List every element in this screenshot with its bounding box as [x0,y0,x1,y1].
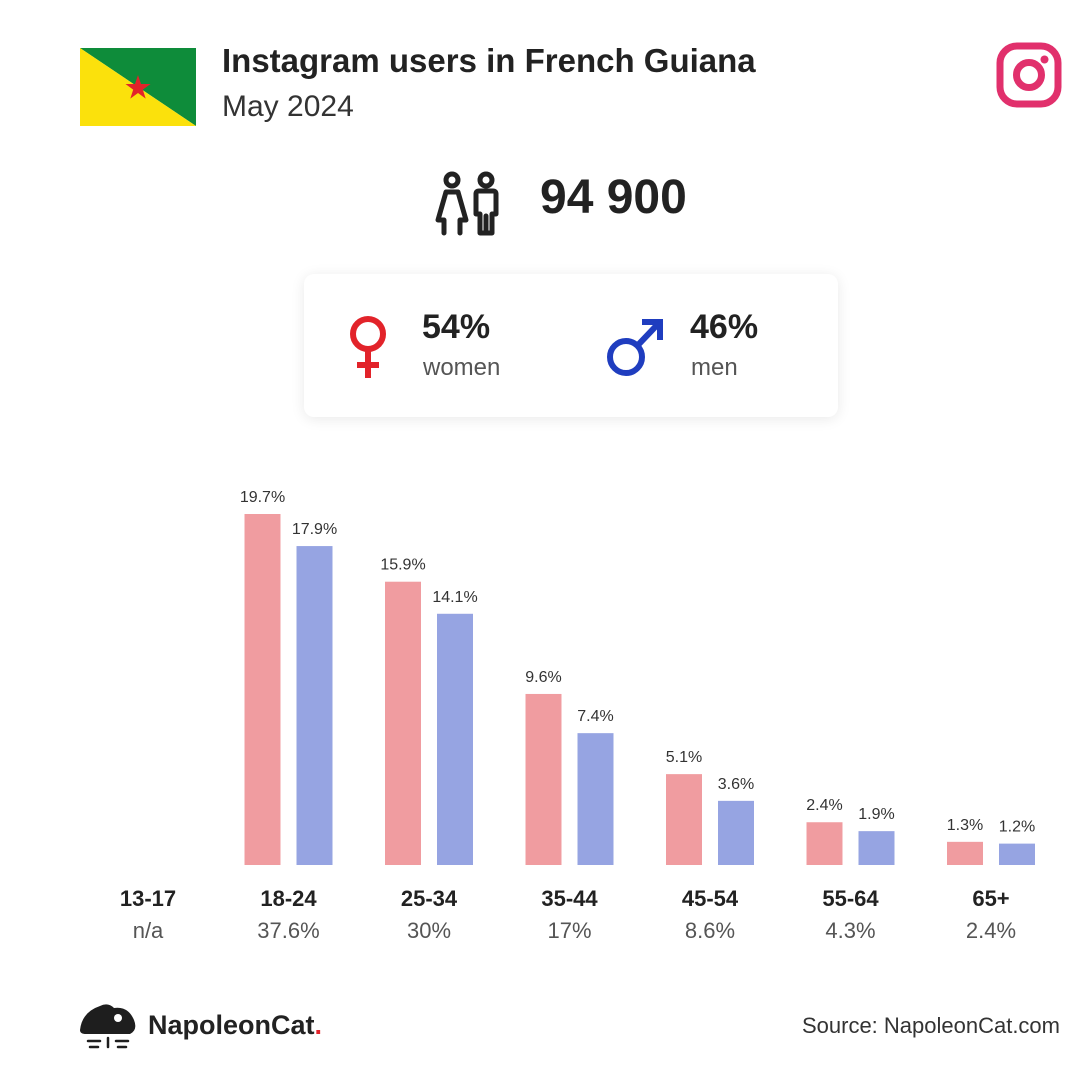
male-symbol-icon [607,319,663,376]
bar-women [947,841,983,865]
page-title: Instagram users in French Guiana [222,42,756,79]
bar-value-label: 2.4% [806,797,842,814]
bar-value-label: 1.3% [947,817,983,834]
age-group-total: 30% [407,918,451,943]
age-group-total: 17% [547,918,591,943]
bar-women [525,693,562,865]
bar-value-label: 3.6% [718,776,754,793]
age-gender-bar-chart: 13-17 n/a 19.7% 17.9% 18-24 37.6% 15.9% 14.1% 25… [120,489,1035,943]
gender-split-card: 54% women 46% men [304,274,838,417]
age-group-label: 13-17 [120,886,176,911]
bar-women [244,514,281,865]
bar-men [718,800,754,865]
brand-name: NapoleonCat. [148,1010,322,1041]
bar-value-label: 7.4% [577,708,613,725]
age-group-total: 4.3% [825,918,875,943]
age-group-total: 2.4% [966,918,1016,943]
french-guiana-flag [80,48,196,126]
age-group-label: 65+ [972,886,1009,911]
total-users: 94 900 [540,171,687,224]
bar-men [437,613,473,865]
bar-value-label: 5.1% [666,749,702,766]
bar-value-label: 15.9% [380,557,425,574]
women-percent: 54% [422,308,491,346]
age-group-label: 25-34 [401,886,458,911]
bar-value-label: 9.6% [525,669,561,686]
bar-value-label: 19.7% [240,489,285,506]
age-group-label: 45-54 [682,886,739,911]
age-group-label: 55-64 [822,886,879,911]
bar-women [666,774,702,865]
bar-men [577,733,614,865]
female-symbol-icon [350,316,386,378]
bar-value-label: 1.9% [858,806,894,823]
bar-women [385,581,421,865]
page-subtitle: May 2024 [222,90,354,123]
age-group-total: n/a [133,918,164,943]
age-group-total: 8.6% [685,918,735,943]
source-text: Source: NapoleonCat.com [801,1013,1060,1038]
brand-dot: . [314,1010,323,1040]
bar-value-label: 17.9% [292,521,337,538]
bar-women [806,822,843,865]
bar-value-label: 1.2% [999,819,1035,836]
brand-text: NapoleonCat [148,1010,315,1040]
men-percent: 46% [690,308,759,346]
bar-value-label: 14.1% [432,589,477,606]
bar-men [296,546,333,865]
women-label: women [423,354,501,381]
users-icon [435,171,499,236]
napoleoncat-logo [80,1004,136,1049]
age-group-total: 37.6% [257,918,319,943]
age-group-label: 18-24 [260,886,317,911]
men-label: men [691,354,738,381]
bar-men [999,843,1035,865]
bar-men [858,831,895,865]
instagram-icon [996,42,1062,108]
age-group-label: 35-44 [541,886,598,911]
